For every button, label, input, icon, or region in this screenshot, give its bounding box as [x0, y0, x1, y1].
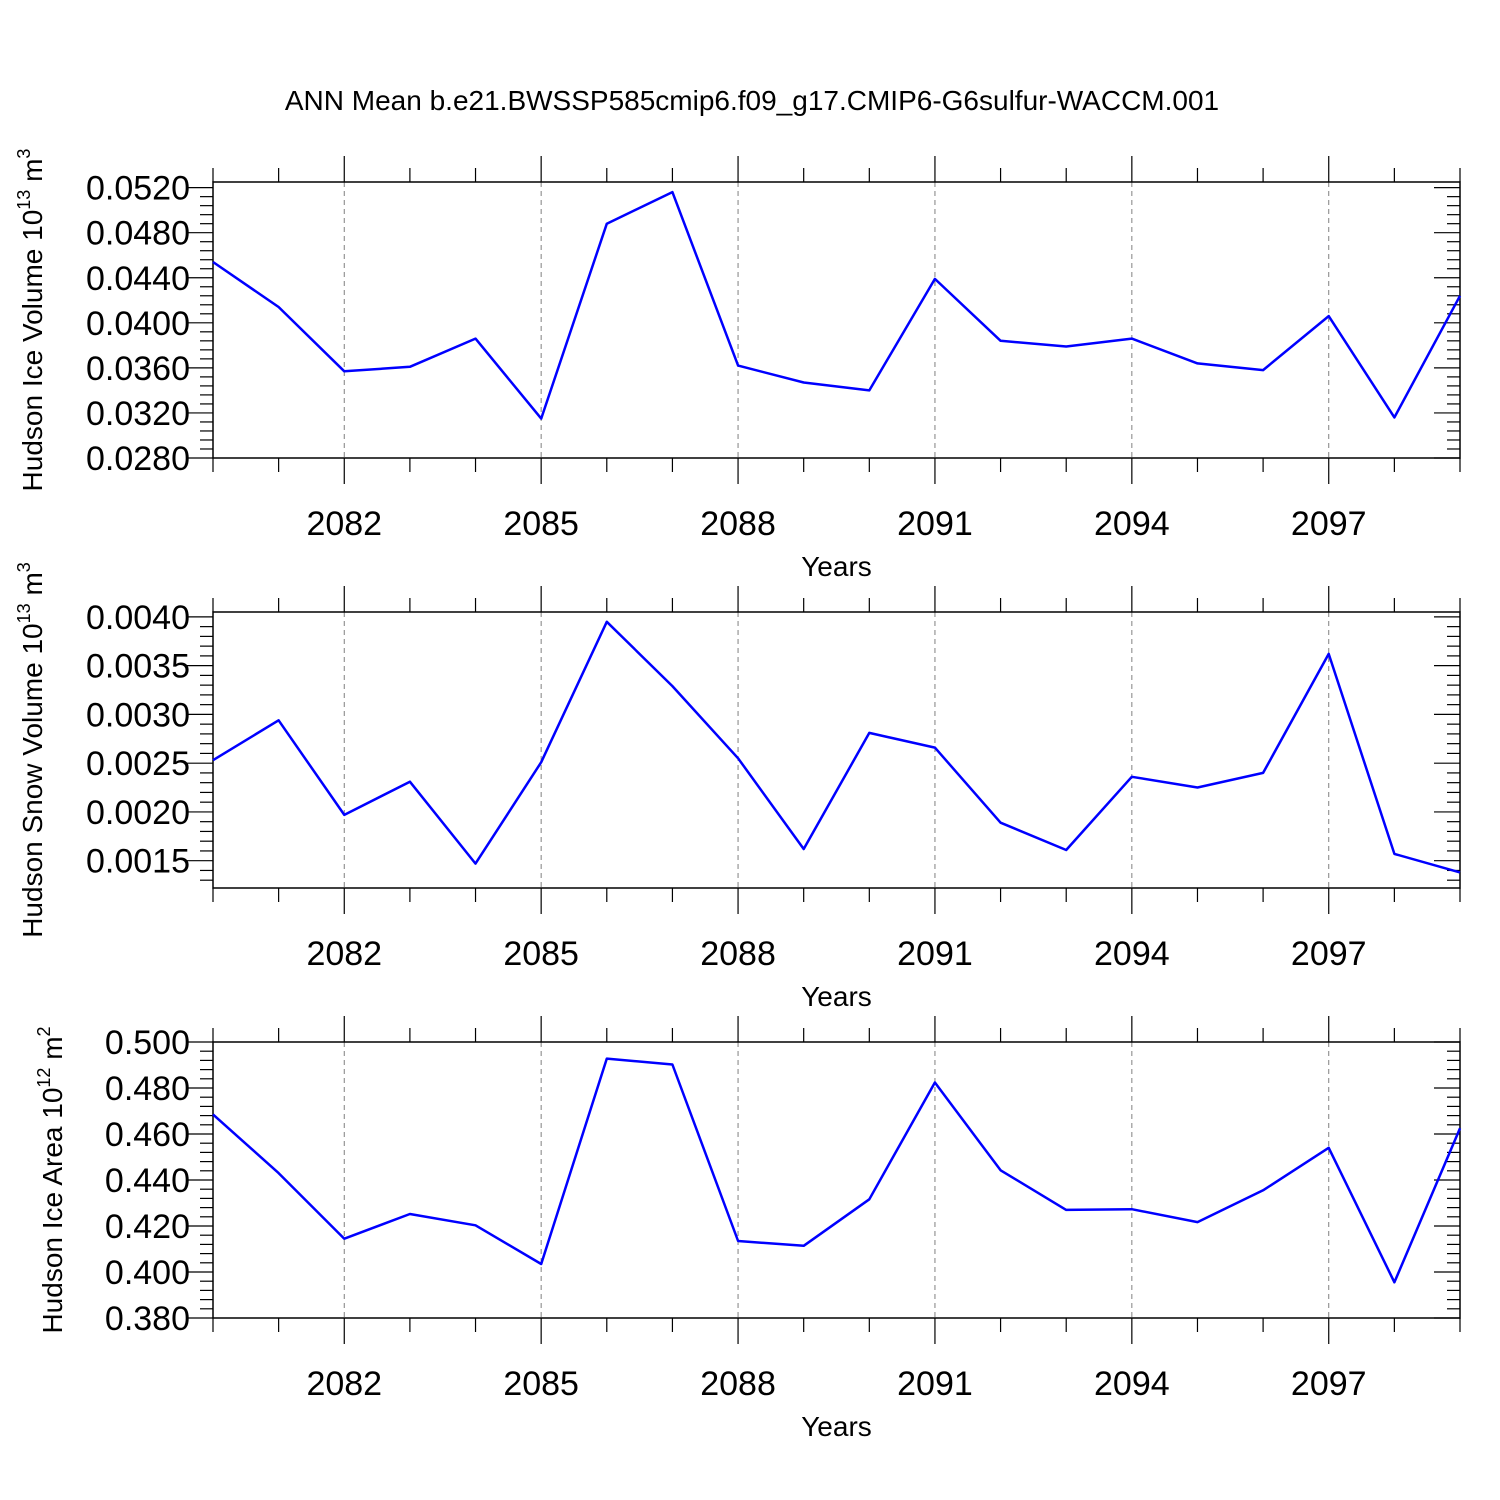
- x-tick-label: 2088: [700, 505, 776, 543]
- y-tick-label: 0.0400: [86, 305, 190, 343]
- y-tick-label: 0.420: [105, 1208, 190, 1246]
- y-tick-label: 0.0015: [86, 843, 190, 881]
- y-tick-label: 0.0280: [86, 440, 190, 478]
- x-tick-label: 2094: [1094, 505, 1170, 543]
- x-tick-label: 2091: [897, 505, 973, 543]
- y-axis-label: Hudson Ice Volume 1013 m3: [14, 149, 48, 492]
- x-tick-label: 2082: [306, 935, 382, 973]
- plot-frame: [212, 611, 1461, 889]
- panel-1: 2082 2085 2088 2091 2094 2097 0.0280 0.0320 0.03…: [14, 149, 1462, 582]
- y-tick-label: 0.0480: [86, 215, 190, 253]
- y-tick-label: 0.0320: [86, 395, 190, 433]
- x-tick-label: 2085: [503, 935, 579, 973]
- y-tick-label: 0.500: [105, 1024, 190, 1062]
- x-tick-label: 2085: [503, 505, 579, 543]
- x-tick-label: 2088: [700, 1365, 776, 1403]
- panel-2: 2082 2085 2088 2091 2094 2097 0.0015 0.0020 0.00…: [14, 562, 1461, 1012]
- y-tick-label: 0.0520: [86, 170, 190, 208]
- plot-frame: [212, 181, 1461, 459]
- y-tick-label: 0.460: [105, 1116, 190, 1154]
- y-tick-label: 0.0360: [86, 350, 190, 388]
- y-axis-label: Hudson Snow Volume 1013 m3: [14, 562, 48, 938]
- x-tick-label: 2082: [306, 505, 382, 543]
- y-tick-label: 0.0440: [86, 260, 190, 298]
- series-line: [212, 190, 1462, 420]
- x-axis-label: Years: [801, 1411, 872, 1442]
- x-tick-label: 2097: [1291, 935, 1367, 973]
- x-tick-label: 2094: [1094, 1365, 1170, 1403]
- x-tick-label: 2088: [700, 935, 776, 973]
- y-tick-label: 0.380: [105, 1300, 190, 1338]
- x-tick-label: 2091: [897, 1365, 973, 1403]
- x-tick-label: 2085: [503, 1365, 579, 1403]
- y-tick-label: 0.0025: [86, 745, 190, 783]
- panel-3: 2082 2085 2088 2091 2094 2097 0.380 0.400 0.420 0…: [34, 1016, 1462, 1442]
- x-tick-label: 2094: [1094, 935, 1170, 973]
- series-line: [212, 620, 1461, 874]
- x-tick-label: 2097: [1291, 505, 1367, 543]
- y-tick-label: 0.400: [105, 1254, 190, 1292]
- plot-frame: [212, 1041, 1461, 1319]
- y-axis-label: Hudson Ice Area 1012 m2: [34, 1026, 68, 1333]
- x-axis-label: Years: [801, 981, 872, 1012]
- y-tick-label: 0.480: [105, 1070, 190, 1108]
- chart-title: ANN Mean b.e21.BWSSP585cmip6.f09_g17.CMI…: [285, 85, 1219, 116]
- series-line: [212, 1057, 1462, 1284]
- x-axis-label: Years: [801, 551, 872, 582]
- y-tick-label: 0.0035: [86, 648, 190, 686]
- y-tick-label: 0.0040: [86, 599, 190, 637]
- chart-panels: 2082 2085 2088 2091 2094 2097 0.0280 0.0320 0.03…: [14, 149, 1462, 1442]
- y-tick-label: 0.0030: [86, 696, 190, 734]
- y-tick-label: 0.0020: [86, 794, 190, 832]
- x-tick-label: 2091: [897, 935, 973, 973]
- y-tick-label: 0.440: [105, 1162, 190, 1200]
- x-tick-label: 2097: [1291, 1365, 1367, 1403]
- x-tick-label: 2082: [306, 1365, 382, 1403]
